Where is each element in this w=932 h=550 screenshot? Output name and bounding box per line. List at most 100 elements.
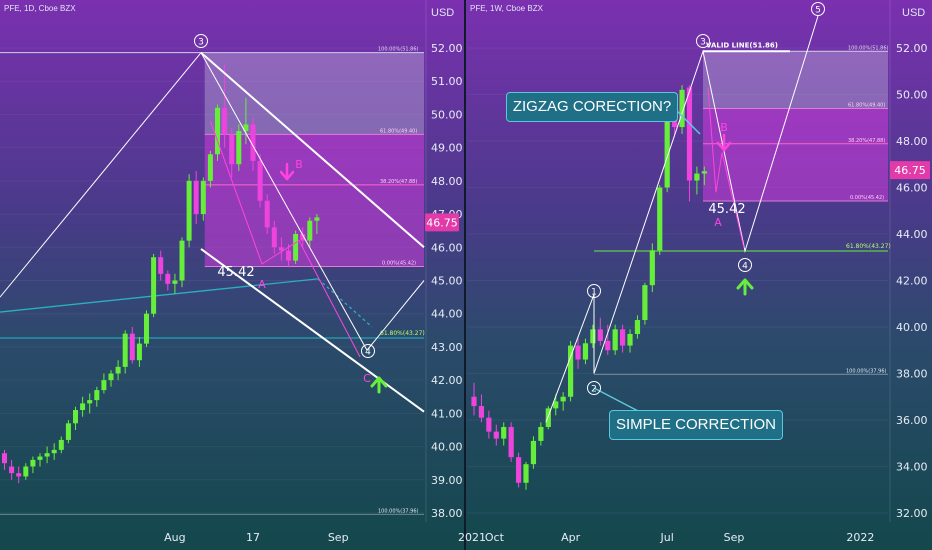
left-candle-body-1 [9, 466, 15, 474]
left-candle-body-10 [73, 410, 78, 424]
left-candle-body-2 [16, 473, 22, 477]
left-y-tick-14: 52.00 [431, 42, 463, 55]
left-candle-body-6 [44, 453, 50, 457]
left-y-tick-6: 44.00 [431, 308, 463, 321]
left-candle-body-38 [271, 227, 277, 248]
left-candle-body-11 [80, 403, 86, 411]
left-point-a: A [258, 278, 266, 291]
left-x-tick-0: Aug [164, 531, 185, 544]
left-pane-1d: 38.00 39.00 40.00 41.00 42.00 43.00 44.00 45.00… [0, 0, 505, 544]
right-candle-body-4 [501, 426, 507, 439]
left-candle-body-8 [58, 439, 64, 450]
right-y-tick-4: 40.00 [896, 321, 928, 334]
right-candle-body-24 [649, 250, 655, 286]
right-price-tag-bg [890, 161, 930, 180]
left-candle-body-23 [165, 273, 171, 284]
left-price-tag: 46.75 [426, 216, 458, 229]
left-candle-body-4 [30, 459, 36, 467]
left-y-tick-3: 41.00 [431, 407, 463, 420]
left-wave-3-label: 3 [198, 38, 204, 48]
right-candle-body-8 [530, 440, 537, 465]
left-teal-trendline-dashed [317, 278, 373, 328]
right-y-tick-6: 44.00 [896, 228, 928, 241]
right-wave-line-into-1 [545, 294, 595, 423]
zigzag-correction-callout: ZIGZAG CORECTION? [506, 92, 678, 122]
left-candle-body-21 [151, 257, 157, 314]
right-symbol-header: PFE, 1W, Cboe BZX [470, 4, 543, 13]
left-y-tick-13: 51.00 [431, 75, 463, 88]
right-candle-body-12 [560, 396, 566, 402]
left-y-tick-12: 50.00 [431, 108, 463, 121]
left-candle-body-35 [250, 124, 256, 161]
left-fib-382-label: 38.20%(47.88) [380, 179, 417, 185]
left-low-value: 45.42 [217, 265, 254, 280]
right-fib-zone-upper [703, 51, 888, 109]
right-candle-body-9 [538, 426, 544, 441]
right-candle-body-23 [642, 285, 648, 321]
right-candle-body-21 [627, 333, 633, 346]
right-candle-body-18 [605, 340, 611, 351]
right-wave-1-label-circle [587, 284, 601, 298]
simple-correction-callout: SIMPLE CORRECTION [609, 410, 783, 440]
left-candle-body-30 [215, 107, 220, 155]
left-candle-body-5 [37, 456, 43, 460]
left-symbol-header: PFE, 1D, Cboe BZX [4, 4, 76, 13]
right-candle-body-14 [575, 345, 581, 360]
right-x-tick-3: Sep [724, 531, 745, 544]
right-wave-3-label-circle [696, 34, 710, 48]
left-y-tick-10: 48.00 [431, 175, 463, 188]
right-candle-body-15 [582, 343, 589, 360]
right-candle-body-27 [672, 117, 678, 128]
right-candle-body-17 [597, 329, 603, 341]
right-x-tick-2: Jul [660, 531, 674, 544]
left-fib-100-bottom-label: 100.00%(37.96) [378, 508, 419, 514]
left-candle-body-27 [193, 180, 199, 215]
right-candle-body-31 [701, 171, 707, 174]
right-candle-body-26 [664, 117, 670, 188]
left-candle-body-7 [51, 449, 57, 454]
right-price-tag: 46.75 [894, 164, 926, 177]
right-x-tick-1: Apr [561, 531, 581, 544]
right-point-b: B [720, 121, 728, 134]
right-x-tick-0: 2021 [458, 531, 486, 544]
right-y-tick-1: 34.00 [896, 461, 928, 474]
right-y-tick-5: 42.00 [896, 275, 928, 288]
left-y-tick-8: 46.00 [431, 241, 463, 254]
left-price-tag-bg [425, 213, 459, 232]
left-y-tick-7: 45.00 [431, 275, 463, 288]
left-candle-body-3 [23, 466, 29, 477]
left-fib-zone-upper [204, 52, 424, 135]
right-wave-5-label-circle [811, 2, 825, 16]
right-fib-0-label: 0.00%(45.42) [850, 195, 884, 201]
left-candle-body-33 [236, 131, 242, 165]
left-y-tick-1: 39.00 [431, 474, 463, 487]
left-wave-line-4-to-5 [366, 280, 425, 351]
right-wave-3-label: 3 [700, 38, 706, 48]
left-candle-body-32 [229, 134, 235, 165]
left-candle-body-39 [278, 247, 284, 251]
left-point-c: C [363, 372, 371, 385]
right-fib-100-label: 100.00%(51.86) [848, 45, 889, 51]
left-fib-0-label: 0.00%(45.42) [382, 261, 416, 267]
right-fib-zone-lower [703, 108, 888, 201]
right-elliott-wave-path [593, 15, 819, 374]
right-low-value: 45.42 [708, 202, 745, 217]
right-candle-body-10 [545, 408, 551, 427]
right-pane-1w: 32.00 34.00 36.00 38.00 40.00 42.00 44.00 46.00… [458, 0, 930, 544]
right-candle-body-5 [508, 426, 514, 458]
left-x-tick-3: Oct [485, 531, 505, 544]
right-wave-5-label: 5 [815, 6, 821, 16]
left-candle-body-31 [222, 107, 228, 135]
left-currency-label: USD [431, 7, 455, 19]
left-candle-body-16 [115, 366, 121, 374]
right-abc-path [707, 87, 745, 249]
left-wave-4-label-circle [361, 344, 375, 358]
right-fib-382-label: 38.20%(47.88) [848, 138, 885, 144]
left-x-tick-1: 17 [246, 531, 260, 544]
left-candle-body-15 [108, 373, 114, 381]
right-y-tick-8: 48.00 [896, 135, 928, 148]
right-candle-body-29 [686, 87, 693, 181]
right-candle-body-16 [590, 329, 596, 344]
